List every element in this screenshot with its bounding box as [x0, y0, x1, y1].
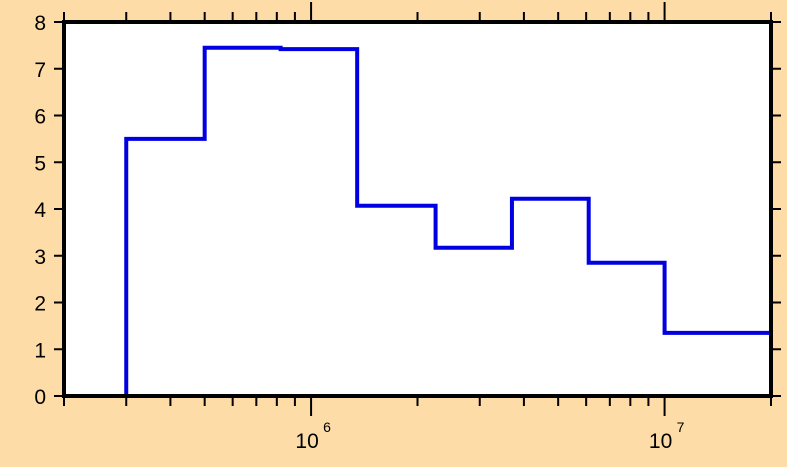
y-tick-label: 0 — [34, 386, 46, 409]
y-tick-label: 7 — [34, 59, 46, 82]
plot-frame — [62, 20, 773, 398]
histogram-step-line — [124, 45, 773, 396]
y-tick-label: 5 — [34, 152, 46, 175]
x-tick-label-exponent: 7 — [677, 419, 685, 435]
y-tick-label: 6 — [34, 106, 46, 129]
x-tick-label: 10 — [295, 430, 318, 453]
y-tick-label: 2 — [34, 293, 46, 316]
y-axis-tick-labels: 0 1 2 3 4 5 6 7 8 — [34, 12, 46, 409]
y-tick-label: 1 — [34, 339, 46, 362]
y-tick-label: 8 — [34, 12, 46, 35]
y-tick-label: 3 — [34, 246, 46, 269]
x-tick-label-exponent: 6 — [323, 419, 331, 435]
y-tick-label: 4 — [34, 199, 46, 222]
x-tick-label: 10 — [649, 430, 672, 453]
x-axis-tick-labels: 10 6 10 7 — [295, 419, 684, 453]
plot-area — [64, 22, 771, 396]
